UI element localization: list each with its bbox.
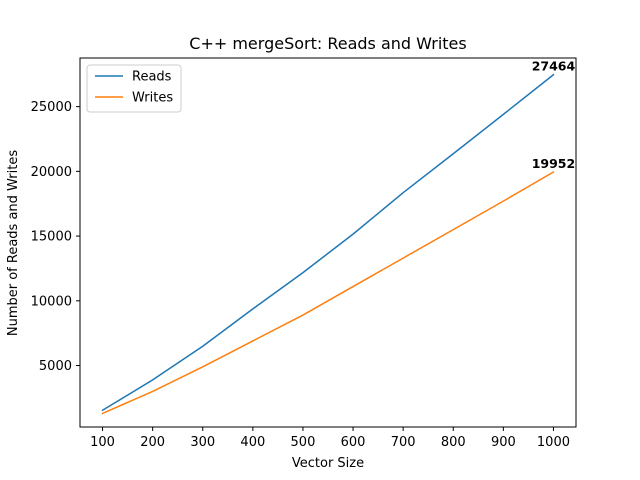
x-tick-label: 1000 xyxy=(537,435,570,450)
x-axis-ticks: 100 200 300 400 500 600 700 800 900 1000 xyxy=(90,427,570,450)
series-line-writes xyxy=(101,170,555,415)
legend-label-reads: Reads xyxy=(132,70,172,85)
x-tick-label: 100 xyxy=(90,435,115,450)
x-tick-label: 800 xyxy=(441,435,466,450)
y-tick-label: 10000 xyxy=(31,294,72,309)
y-axis-ticks: 5000 10000 15000 20000 25000 xyxy=(31,100,80,374)
x-tick-label: 500 xyxy=(291,435,316,450)
x-tick-label: 900 xyxy=(491,435,516,450)
x-tick-label: 300 xyxy=(190,435,215,450)
series-layer xyxy=(101,73,555,415)
x-axis-label: Vector Size xyxy=(292,456,364,471)
data-label-19952: 19952 xyxy=(532,156,576,171)
plot-area-frame xyxy=(79,57,577,428)
y-tick-label: 20000 xyxy=(31,165,72,180)
y-tick-label: 25000 xyxy=(31,100,72,115)
x-tick-label: 200 xyxy=(140,435,165,450)
legend: Reads Writes xyxy=(86,64,182,113)
series-line-reads xyxy=(101,73,555,412)
legend-label-writes: Writes xyxy=(132,91,173,106)
data-label-27464: 27464 xyxy=(532,59,576,74)
chart-title: C++ mergeSort: Reads and Writes xyxy=(189,34,466,53)
x-tick-label: 400 xyxy=(240,435,265,450)
x-tick-label: 700 xyxy=(391,435,416,450)
x-tick-label: 600 xyxy=(341,435,366,450)
y-tick-label: 5000 xyxy=(39,359,72,374)
y-tick-label: 15000 xyxy=(31,230,72,245)
annotation-layer: 27464 19952 xyxy=(532,59,576,171)
y-axis-label: Number of Reads and Writes xyxy=(6,150,21,336)
